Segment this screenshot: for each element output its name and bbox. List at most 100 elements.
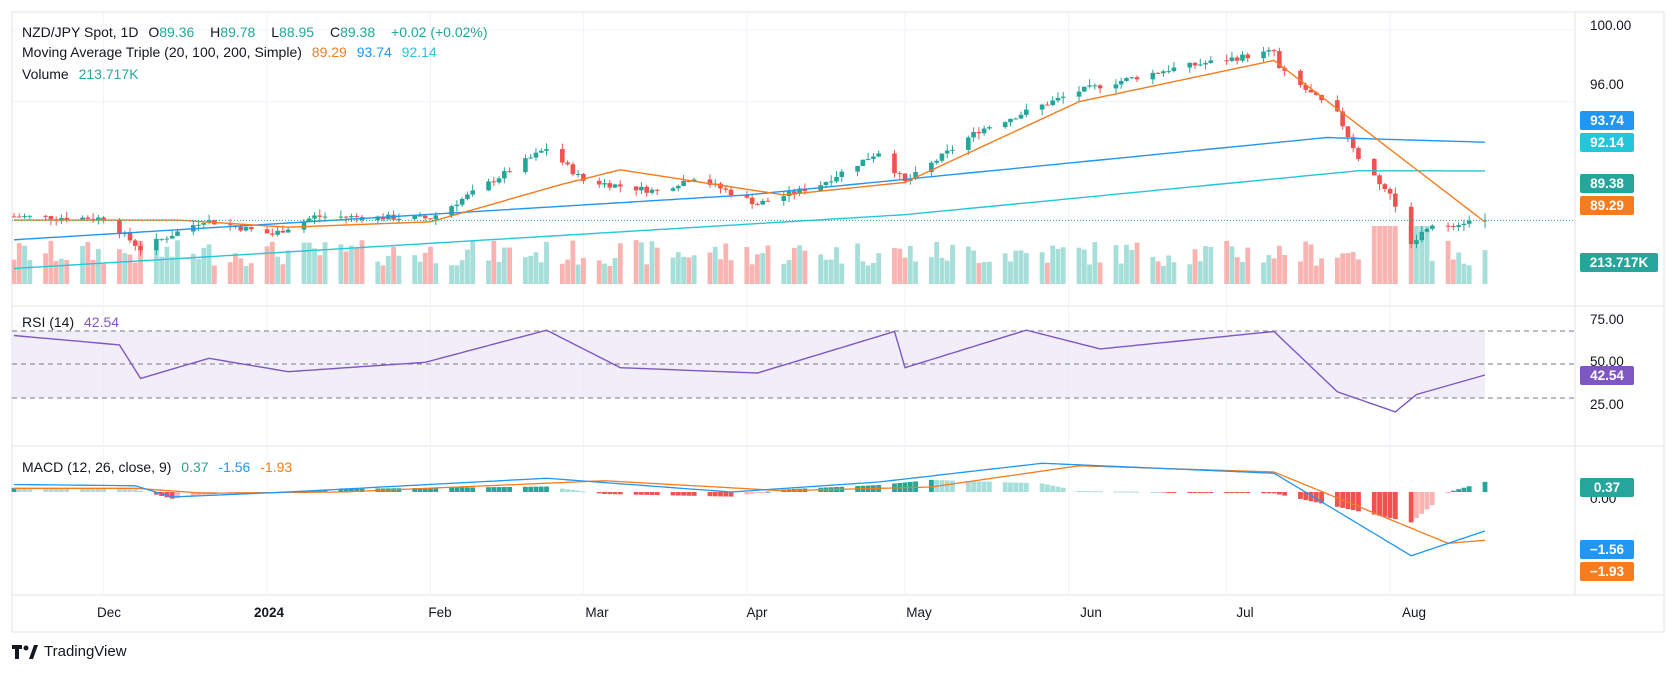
macd-hist-bar: [1092, 491, 1098, 493]
volume-bar: [1018, 250, 1024, 284]
macd-hist-bar: [1097, 491, 1103, 493]
candle-down: [1045, 104, 1050, 106]
ma20-badge: 89.29: [1580, 196, 1634, 215]
candle-up: [828, 181, 834, 183]
volume-bar: [1097, 262, 1103, 284]
volume-bar: [1023, 252, 1029, 284]
volume-bar: [1456, 252, 1462, 284]
macd-hist-bar: [1171, 492, 1177, 493]
macd-hist-bar: [1203, 492, 1208, 493]
macd-hist-bar: [607, 492, 613, 495]
volume-bar: [201, 247, 207, 284]
ma20-line: [14, 59, 1486, 228]
candle-up: [939, 153, 945, 161]
volume-bar: [285, 250, 291, 284]
volume-bar: [412, 255, 418, 284]
candle-down: [11, 216, 17, 218]
volume-bar: [1118, 263, 1124, 284]
volume-bar: [681, 256, 686, 284]
volume-bar: [781, 263, 787, 284]
volume-bar: [1013, 250, 1019, 284]
macd-hist-bar: [164, 492, 170, 498]
volume-bar: [1482, 250, 1488, 284]
volume-bar: [417, 261, 423, 284]
low-value: 88.95: [279, 24, 315, 40]
macd-hist-bar: [1166, 492, 1172, 493]
volume-bar: [1060, 247, 1066, 284]
candle-down: [227, 224, 233, 226]
volume-bar: [791, 248, 797, 284]
candle-up: [164, 238, 170, 240]
volume-bar: [533, 252, 539, 284]
rsi-tick-25: 25.00: [1590, 397, 1624, 412]
volume-bar: [934, 242, 940, 284]
volume-bar: [981, 262, 987, 284]
volume-bar: [85, 241, 91, 284]
macd-hist-bar: [644, 492, 650, 495]
candle-up: [59, 217, 64, 220]
macd-hist-bar: [454, 487, 460, 492]
macd-hist-bar: [1087, 491, 1092, 493]
tradingview-brand[interactable]: TradingView: [12, 643, 127, 660]
candle-down: [723, 188, 729, 190]
candle-up: [871, 156, 876, 160]
candle-up: [839, 171, 845, 178]
macd-hist-bar: [349, 488, 354, 492]
candle-up: [96, 217, 101, 220]
candle-down: [581, 174, 586, 181]
pane-borders: [11, 11, 1665, 633]
volume-bar: [1192, 249, 1198, 284]
macd-hist-bar: [196, 492, 201, 496]
candle-up: [486, 181, 491, 191]
macd-hist-bar: [428, 487, 433, 492]
volume-bar: [786, 260, 792, 284]
candle-down: [565, 162, 570, 165]
legend-ma: Moving Average Triple (20, 100, 200, Sim…: [22, 44, 443, 60]
volume-bar: [269, 241, 275, 284]
volume-bar: [465, 249, 470, 284]
volume-bar: [1245, 247, 1251, 284]
volume-bar: [1203, 246, 1208, 284]
tradingview-logo-icon: [12, 644, 38, 659]
volume-bar: [507, 247, 513, 284]
x-label-apr: Apr: [746, 605, 768, 620]
candle-down: [127, 232, 133, 241]
macd-hist-bar: [1466, 486, 1472, 492]
volume-bar: [1039, 252, 1045, 284]
ma200-badge: 92.14: [1580, 133, 1634, 152]
volume-bar: [122, 253, 128, 284]
candle-down: [280, 230, 286, 233]
candle-up: [934, 160, 939, 163]
x-label-feb: Feb: [428, 605, 452, 620]
volume-bar: [1129, 249, 1135, 284]
volume-bar: [1166, 255, 1172, 284]
candle-down: [1245, 54, 1251, 59]
volume-bar: [486, 260, 491, 284]
macd-hist-bar: [596, 492, 602, 494]
candle-up: [876, 153, 881, 157]
candle-up: [285, 229, 291, 233]
volume-bar: [428, 246, 433, 284]
candle-up: [865, 159, 871, 161]
macd-hist-bar: [1371, 492, 1377, 515]
volume-bar: [907, 245, 913, 284]
volume-bar: [1171, 262, 1177, 284]
volume-bar: [1429, 260, 1435, 284]
candle-up: [1429, 225, 1435, 229]
volume-bar: [965, 246, 971, 284]
candle-down: [570, 164, 576, 175]
volume-bar: [1461, 263, 1467, 284]
volume-bar: [1345, 253, 1351, 284]
volume-bar: [1150, 256, 1156, 284]
candle-up: [1266, 50, 1272, 52]
volume-bar: [1240, 261, 1245, 284]
candle-up: [855, 165, 860, 172]
volume-bar: [581, 257, 586, 284]
macd-hist-bar: [718, 492, 723, 497]
candle-down: [1134, 77, 1140, 80]
macd-hist-bar: [322, 489, 328, 492]
candle-up: [1240, 54, 1245, 61]
macd-hist-bar: [169, 492, 175, 499]
macd-hist-bar: [1060, 487, 1066, 492]
macd-hist-bar: [1313, 492, 1319, 503]
